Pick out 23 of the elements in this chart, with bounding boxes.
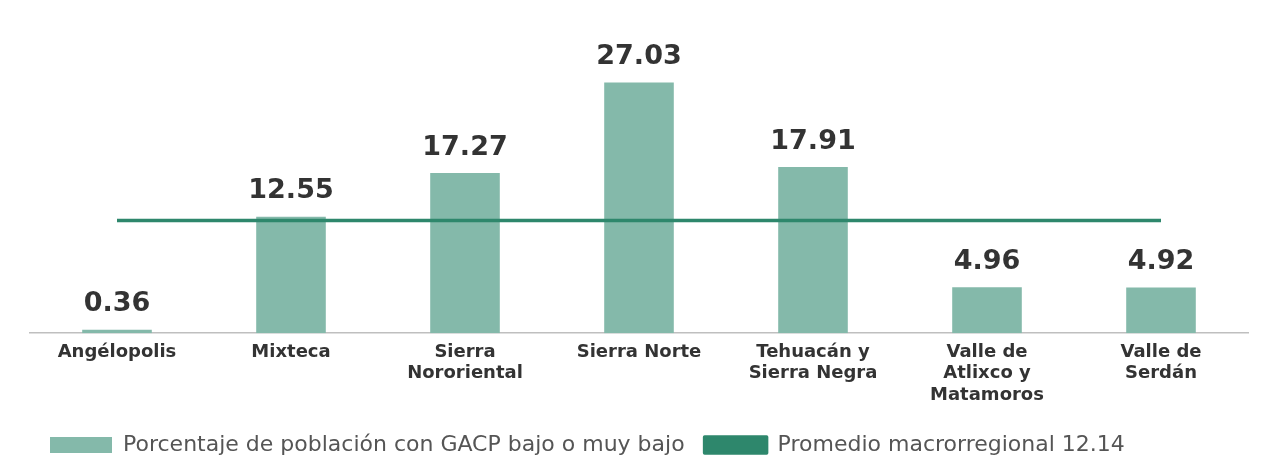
legend-label: Promedio macrorregional 12.14 <box>777 430 1125 456</box>
legend-label: Porcentaje de población con GACP bajo o muy bajo <box>123 430 685 456</box>
data-label: 27.03 <box>596 39 682 71</box>
bar <box>778 167 848 334</box>
x-tick-label: Tehuacán y Sierra Negra <box>748 339 878 383</box>
bar <box>82 329 152 334</box>
x-tick-label: Sierra Nororiental <box>407 339 523 383</box>
x-tick-label: Valle de Serdán <box>1120 339 1202 383</box>
bar <box>952 287 1022 334</box>
x-tick-label: Sierra Norte <box>576 339 702 361</box>
bar <box>1126 287 1196 334</box>
data-label: 4.92 <box>1127 244 1195 276</box>
data-label: 4.96 <box>953 243 1021 275</box>
bar <box>604 82 674 334</box>
bar <box>430 173 500 334</box>
bar <box>256 216 326 334</box>
data-label: 17.27 <box>422 129 508 161</box>
data-label: 12.55 <box>248 173 334 205</box>
x-tick-label: Mixteca <box>251 339 331 361</box>
data-label: 0.36 <box>83 286 151 318</box>
x-tick-label: Angélopolis <box>57 339 177 361</box>
data-label: 17.91 <box>770 123 856 155</box>
x-tick-label: Valle de Atlixco y Matamoros <box>930 339 1044 404</box>
